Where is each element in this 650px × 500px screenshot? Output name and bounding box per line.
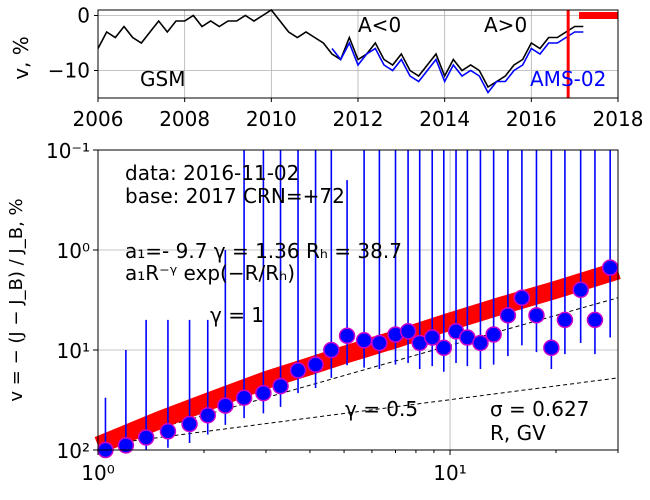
data-point <box>181 415 198 433</box>
bottom-y-tick-label: 10⁻¹ <box>46 139 90 163</box>
data-points <box>97 259 619 459</box>
bottom-axis-ticks: 10⁰ 10¹ 10⁻¹ 10⁰ 10¹ 10² <box>46 139 619 485</box>
data-point <box>586 311 604 329</box>
data-point <box>235 389 253 406</box>
data-point <box>307 356 324 373</box>
data-point <box>272 377 289 395</box>
data-point <box>513 289 531 306</box>
a-negative-annotation: A<0 <box>358 13 401 37</box>
data-point <box>371 334 388 352</box>
top-x-tick-label: 2006 <box>73 107 124 131</box>
gamma-one-annotation: γ = 1 <box>210 303 264 327</box>
reference-dashed-line <box>97 377 619 446</box>
fit-formula-annotation: a₁R⁻ᵞ exp(−R/Rₕ) <box>125 261 295 285</box>
top-gridlines <box>97 10 619 98</box>
ams-annotation: AMS-02 <box>530 67 606 91</box>
data-point <box>399 323 417 340</box>
date-marker-bar <box>579 12 618 19</box>
top-x-tick-label: 2016 <box>506 107 557 131</box>
top-x-tick-label: 2012 <box>333 107 384 131</box>
data-point <box>499 307 517 324</box>
data-point <box>528 307 545 324</box>
sigma-annotation: σ = 0.627 <box>490 397 589 421</box>
data-point <box>572 281 589 299</box>
data-point <box>435 339 453 357</box>
top-y-axis-label: v, % <box>9 36 33 80</box>
fit-params-annotation: a₁=- 9.7 γ = 1.36 Rₕ = 38.7 <box>125 239 402 263</box>
data-point <box>289 362 307 379</box>
data-point <box>159 423 177 440</box>
data-point <box>543 339 560 357</box>
data-date-annotation: data: 2016-11-02 <box>125 161 299 185</box>
bottom-y-tick-label: 10² <box>57 439 90 463</box>
data-point <box>355 332 373 349</box>
bottom-y-tick-label: 10¹ <box>57 339 90 363</box>
reference-dashed-line <box>97 297 619 446</box>
top-panel: 2006 2008 2010 2012 2014 2016 2018 0 −10 v, % GS… <box>9 4 643 132</box>
data-point <box>255 384 272 402</box>
top-axis-ticks: 2006 2008 2010 2012 2014 2016 2018 0 −10 <box>48 4 644 132</box>
a-positive-annotation: A>0 <box>484 13 527 37</box>
data-point <box>485 326 502 343</box>
top-y-tick-label: 0 <box>77 4 90 28</box>
ams-series-line <box>331 31 584 94</box>
gamma-half-annotation: γ = 0.5 <box>345 397 418 421</box>
data-point <box>117 437 135 454</box>
top-x-tick-label: 2014 <box>419 107 470 131</box>
data-point <box>601 259 619 276</box>
base-annotation: base: 2017 CRN=+72 <box>125 184 345 208</box>
top-y-tick-label: −10 <box>48 59 90 83</box>
bottom-panel: 10⁰ 10¹ 10⁻¹ 10⁰ 10¹ 10² v = − (J − J_B) / J_… <box>6 139 621 485</box>
data-point <box>556 311 574 329</box>
data-point <box>338 327 356 344</box>
bottom-x-tick-label: 10⁰ <box>81 461 114 485</box>
gsm-annotation: GSM <box>140 67 185 91</box>
bottom-y-tick-label: 10⁰ <box>57 239 90 263</box>
data-point <box>323 341 340 359</box>
bottom-plot-frame <box>97 149 619 451</box>
data-point <box>423 329 441 346</box>
bottom-x-axis-label: R, GV <box>490 421 546 445</box>
bottom-y-axis-label: v = − (J − J_B) / J_B, % <box>6 198 27 401</box>
reference-lines <box>97 297 619 446</box>
top-x-tick-label: 2010 <box>246 107 297 131</box>
data-point <box>199 407 216 424</box>
data-point <box>472 334 489 352</box>
data-point <box>217 397 234 414</box>
bottom-x-tick-label: 10¹ <box>433 461 466 485</box>
top-x-tick-label: 2018 <box>593 107 644 131</box>
top-x-tick-label: 2008 <box>159 107 210 131</box>
data-point <box>137 429 155 446</box>
